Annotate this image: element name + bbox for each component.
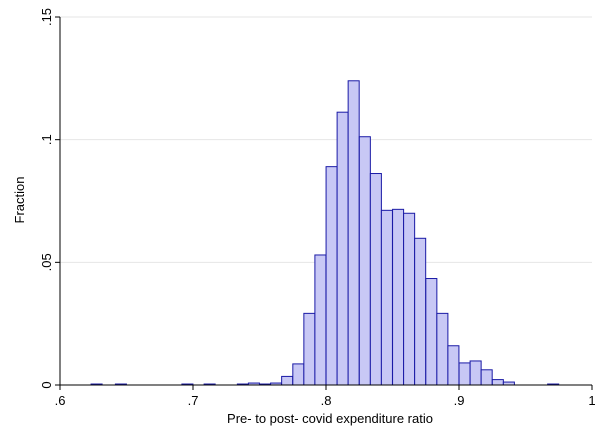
histogram-bar: [458, 362, 471, 386]
bars: [90, 80, 560, 386]
histogram-bar: [314, 254, 327, 386]
histogram-bar: [347, 80, 360, 386]
y-tick-label: .05: [39, 253, 54, 271]
histogram-bar: [436, 312, 449, 386]
y-tick-label: .15: [39, 8, 54, 26]
y-tick-label: .1: [39, 134, 54, 145]
histogram-bar: [292, 363, 305, 386]
histogram-bar: [281, 375, 294, 386]
histogram-bar: [380, 209, 393, 386]
x-tick-label: .8: [321, 393, 332, 408]
histogram-bar: [392, 208, 405, 386]
y-axis-label: Fraction: [12, 177, 27, 224]
histogram-bar: [425, 278, 438, 386]
x-axis-label: Pre- to post- covid expenditure ratio: [227, 411, 433, 426]
histogram-bar: [447, 345, 460, 386]
histogram-bar: [336, 111, 349, 386]
x-tick-label: .6: [55, 393, 66, 408]
x-tick-label: .7: [188, 393, 199, 408]
histogram-bar: [491, 379, 504, 386]
x-tick-label: 1: [588, 393, 595, 408]
histogram-bar: [414, 237, 427, 386]
axes: 0 .05 .1 .15 .6 .7 .8 .9 1: [39, 8, 596, 408]
histogram-bar: [303, 312, 316, 386]
histogram-bar: [480, 369, 493, 386]
histogram-bar: [325, 166, 338, 386]
histogram-bar: [469, 360, 482, 386]
histogram-bar: [358, 136, 371, 386]
x-tick-label: .9: [454, 393, 465, 408]
histogram-bar: [403, 212, 416, 386]
y-tick-label: 0: [39, 381, 54, 388]
histogram-bar: [369, 173, 382, 386]
